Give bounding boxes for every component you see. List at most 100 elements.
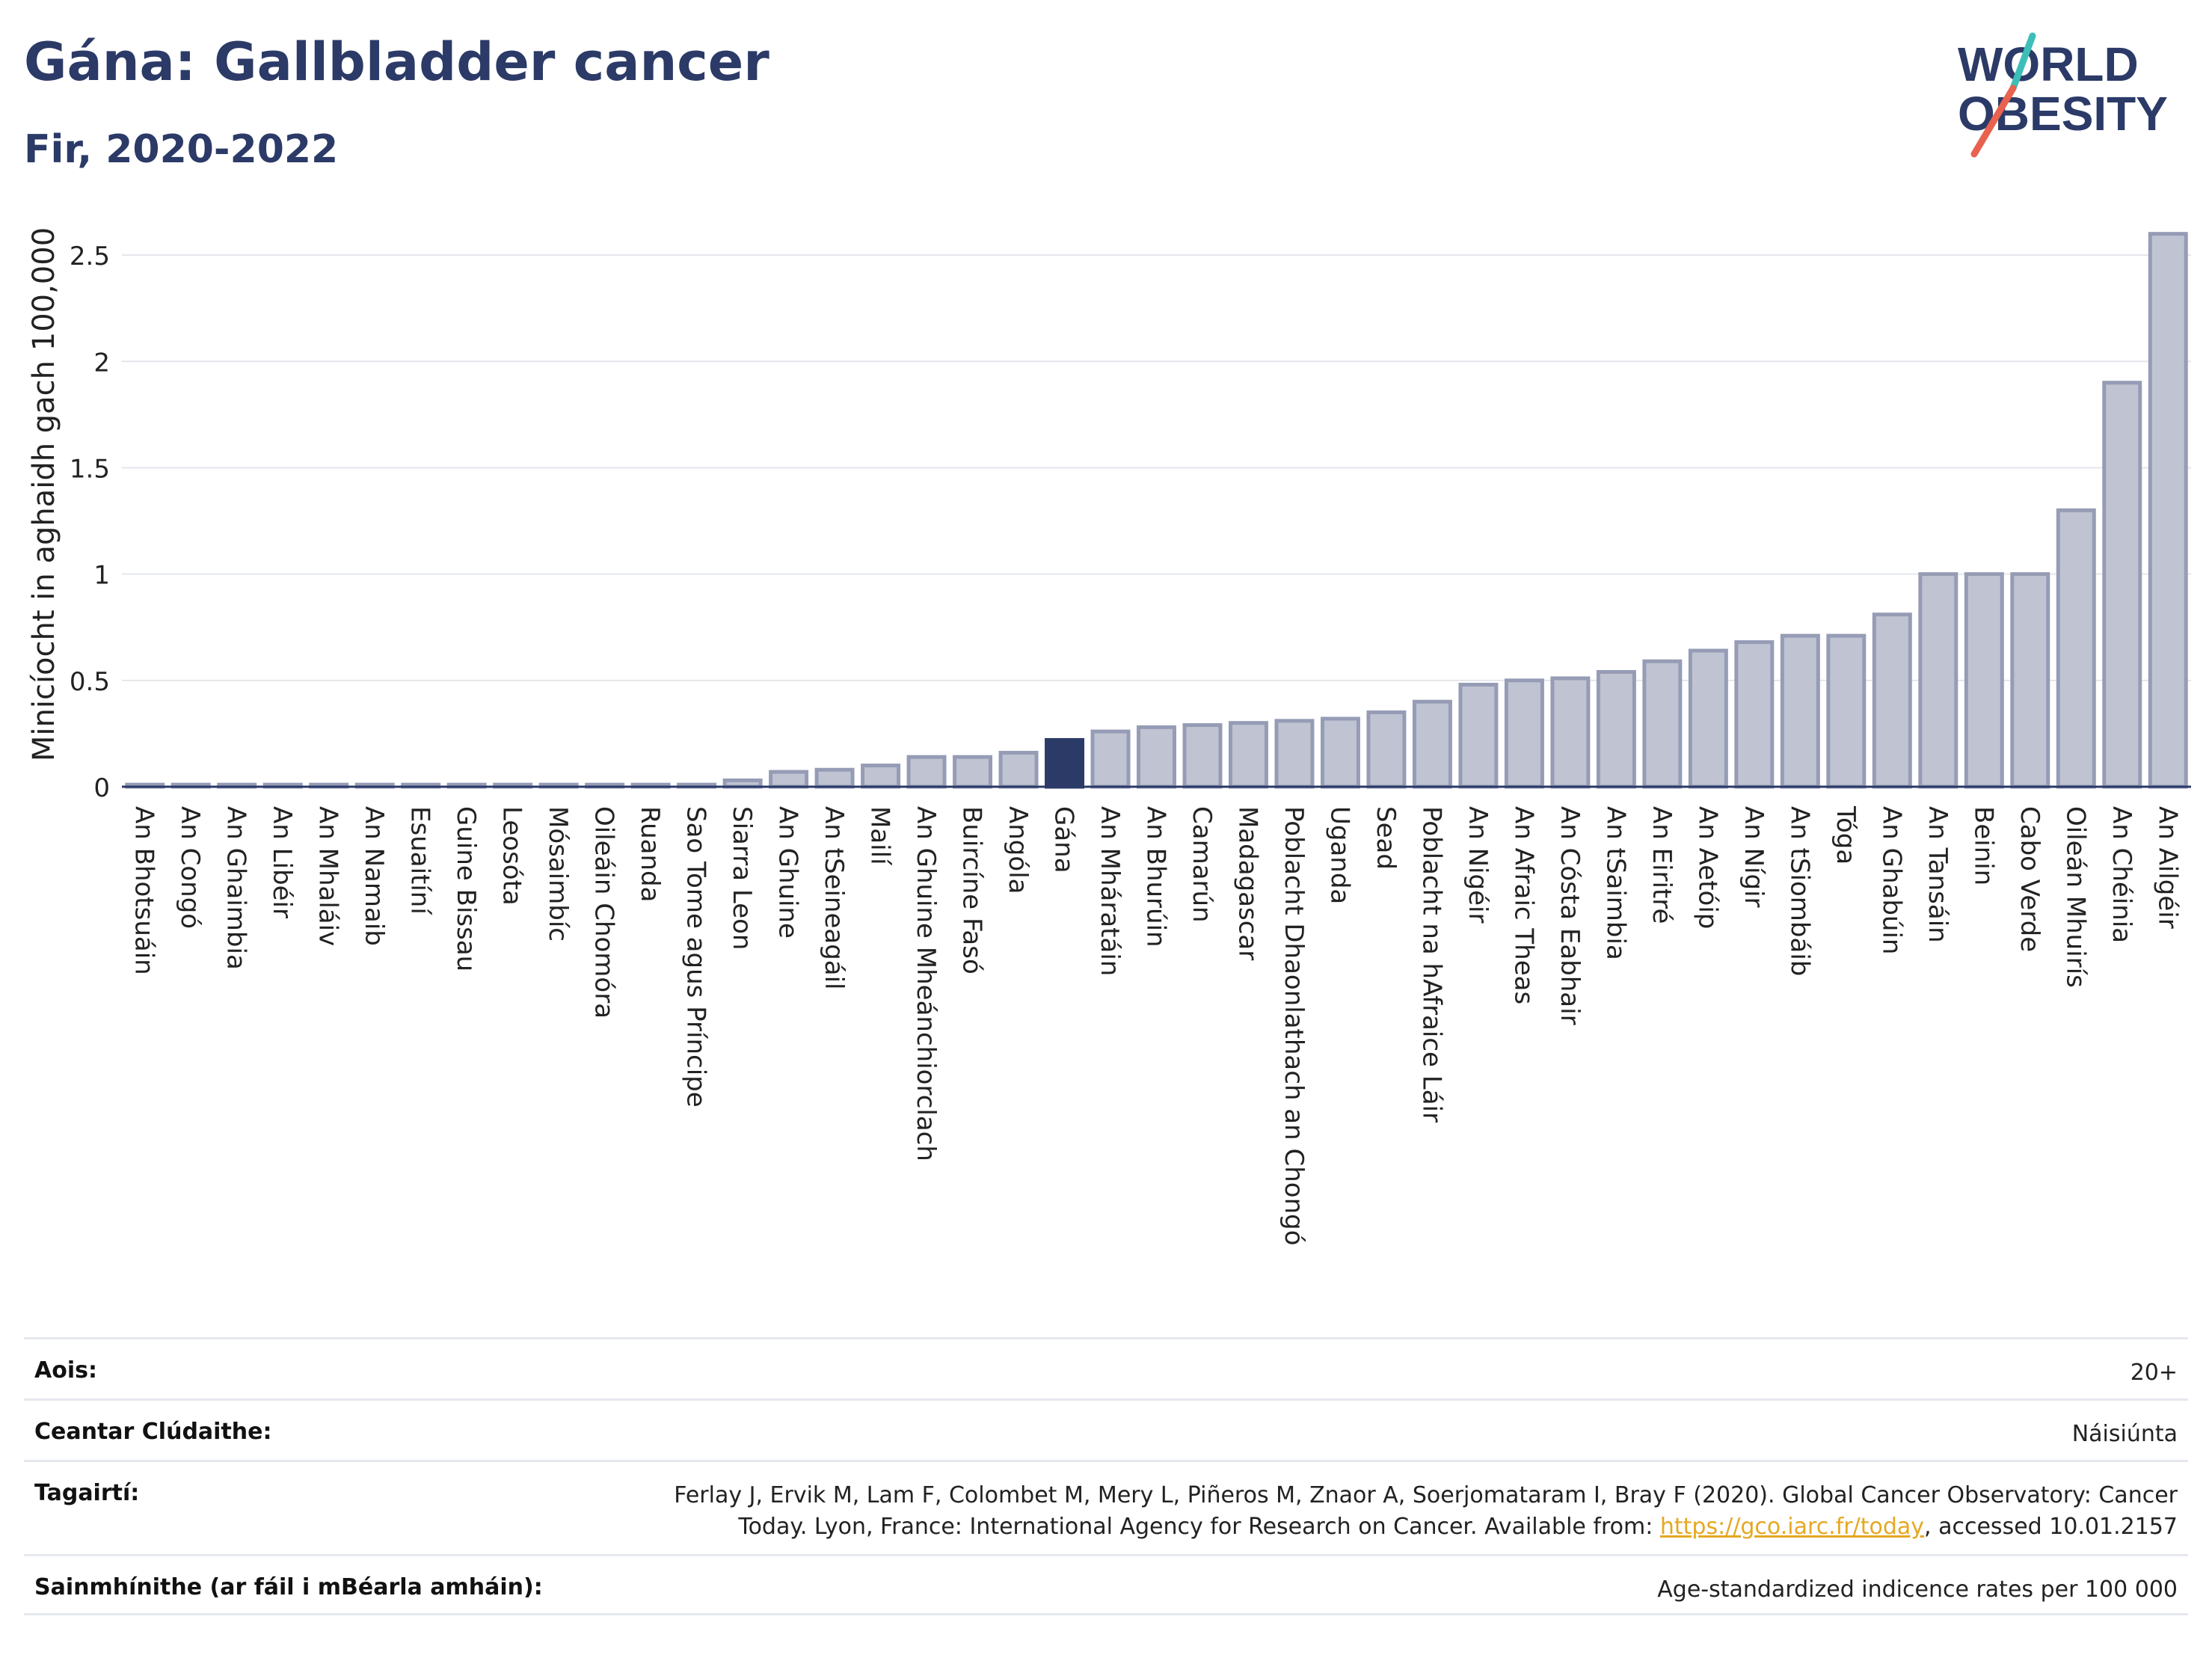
x-tick-label: An tSiombáib	[1784, 806, 1814, 976]
x-tick-label: An Mhaláiv	[313, 806, 343, 946]
bar[interactable]	[1688, 648, 1728, 789]
x-tick-label: Gána	[1049, 806, 1079, 873]
x-tick-label: Mósaimbíc	[543, 806, 573, 942]
age-value: 20+	[2130, 1360, 2178, 1386]
x-tick-label: Oileán Mhuirís	[2060, 806, 2090, 988]
x-tick-label: Poblacht Dhaonlathach an Chongó	[1279, 806, 1309, 1246]
x-tick-label: Madagascar	[1232, 806, 1262, 960]
x-tick-label: Sao Tome agus Príncipe	[681, 806, 711, 1108]
logo-line2: OBESITY	[1958, 87, 2168, 141]
bar[interactable]	[1734, 640, 1775, 789]
x-tick-label: An Tansáin	[1923, 806, 1953, 943]
bar[interactable]	[2102, 381, 2142, 789]
x-tick-label: An Ailgéir	[2152, 806, 2182, 929]
x-tick-label: An Mháratáin	[1095, 806, 1125, 976]
y-tick-label: 1.5	[70, 454, 110, 484]
bar[interactable]	[1274, 719, 1315, 789]
x-tick-label: Buircíne Fasó	[957, 806, 987, 974]
x-tick-label: Cabo Verde	[2015, 806, 2044, 952]
references-value: Ferlay J, Ervik M, Lam F, Colombet M, Me…	[674, 1480, 2178, 1543]
reference-accessed: , accessed 10.01.2157	[1924, 1514, 2178, 1540]
bar[interactable]	[1780, 633, 1820, 789]
x-tick-label: An Ghuine Mheánchiorclach	[911, 806, 941, 1161]
x-tick-label: An tSaimbia	[1600, 806, 1630, 960]
bar[interactable]	[1137, 725, 1176, 789]
x-tick-label: An Eiritré	[1647, 806, 1677, 924]
x-tick-label: An Ghuine	[773, 806, 803, 939]
bar[interactable]	[1964, 572, 2004, 789]
bar[interactable]	[814, 767, 855, 789]
definitions-value: Age-standardized indicence rates per 100…	[1657, 1576, 2178, 1603]
x-tick-label: Sead	[1371, 806, 1401, 870]
x-tick-label: An Cósta Eabhair	[1555, 806, 1585, 1025]
bar[interactable]	[2148, 232, 2188, 789]
bar[interactable]	[953, 755, 993, 789]
x-tick-label: An tSeineagáil	[819, 806, 849, 990]
y-tick-labels: 0 0.5 1 1.5 2 2.5	[70, 242, 110, 803]
bar[interactable]	[1918, 572, 1958, 789]
x-tick-label: An Libéir	[267, 806, 297, 918]
x-tick-label: Mailí	[865, 806, 895, 866]
world-obesity-logo: WORLD OBESITY	[1958, 32, 2168, 158]
bar[interactable]	[906, 755, 947, 789]
bars	[125, 232, 2188, 789]
x-tick-label: Siarra Leon	[727, 806, 757, 950]
y-tick-label: 2	[93, 348, 110, 378]
bar[interactable]	[1872, 612, 1912, 789]
bar[interactable]	[1458, 683, 1499, 789]
definitions-label: Sainmhínithe (ar fáil i mBéarla amháin):	[34, 1574, 543, 1600]
info-table: Aois: 20+ Ceantar Clúdaithe: Náisiúnta T…	[24, 1337, 2188, 1615]
x-tick-label: An Afraic Theas	[1508, 806, 1538, 1004]
bar[interactable]	[1320, 716, 1360, 789]
y-tick-label: 2.5	[70, 242, 110, 271]
bar[interactable]	[1826, 633, 1867, 789]
area-value: Náisiúnta	[2071, 1421, 2178, 1447]
bar[interactable]	[2056, 508, 2096, 789]
x-tick-label: Uganda	[1324, 806, 1354, 904]
y-tick-label: 0	[93, 773, 110, 803]
age-label: Aois:	[34, 1357, 97, 1384]
references-label: Tagairtí:	[34, 1480, 140, 1506]
bar[interactable]	[1642, 659, 1683, 789]
y-tick-label: 1	[93, 561, 110, 591]
x-tick-label: Poblacht na hAfraice Láir	[1416, 806, 1446, 1123]
logo-line1: WORLD	[1958, 37, 2139, 91]
y-tick-label: 0.5	[70, 667, 110, 697]
logo-slash-coral	[1970, 85, 2017, 158]
reference-line-1: Ferlay J, Ervik M, Lam F, Colombet M, Me…	[674, 1482, 2178, 1508]
x-tick-label: Ruanda	[635, 806, 665, 902]
x-tick-label: An Namaib	[359, 806, 389, 946]
info-row-age: Aois: 20+	[24, 1337, 2188, 1398]
chart-subtitle: Fir, 2020-2022	[24, 127, 339, 172]
bar[interactable]	[1090, 729, 1131, 789]
y-axis-label: Minicíocht in aghaidh gach 100,000	[27, 227, 61, 761]
bar[interactable]	[861, 764, 901, 789]
x-tick-label: An Congó	[175, 806, 205, 929]
bar[interactable]	[998, 751, 1039, 789]
bar[interactable]	[1596, 669, 1636, 789]
x-tick-label: Leosóta	[497, 806, 527, 906]
x-tick-label: An Aetóip	[1692, 806, 1722, 929]
bar[interactable]	[1045, 737, 1085, 789]
bar[interactable]	[1412, 699, 1452, 789]
x-tick-label: An Bhurúin	[1141, 806, 1171, 948]
bar[interactable]	[1366, 710, 1407, 789]
bar[interactable]	[2010, 572, 2050, 789]
bar[interactable]	[1550, 676, 1591, 789]
x-tick-labels: An Bhotsuáin An Congó An Ghaimbia An Libéir…	[129, 805, 2183, 1246]
bar[interactable]	[769, 770, 809, 789]
logo-slash-teal	[2009, 32, 2036, 92]
x-tick-label: An Ghaimbia	[221, 806, 251, 970]
x-tick-label: Tóga	[1831, 805, 1861, 865]
x-tick-label: Guine Bissau	[451, 806, 481, 971]
x-tick-label: An Chéinia	[2107, 806, 2136, 943]
x-tick-label: Camarún	[1187, 806, 1217, 923]
bar[interactable]	[1228, 721, 1268, 789]
x-tick-label: An Bhotsuáin	[129, 806, 159, 975]
info-row-area: Ceantar Clúdaithe: Náisiúnta	[24, 1398, 2188, 1460]
bar[interactable]	[1504, 678, 1544, 789]
bar[interactable]	[1182, 723, 1223, 789]
bar-chart: An Bhotsuáin An Congó An Ghaimbia An Libéir…	[27, 227, 2191, 1246]
reference-line-2: Today. Lyon, France: International Agenc…	[738, 1514, 1660, 1540]
reference-link[interactable]: https://gco.iarc.fr/today	[1659, 1514, 1925, 1540]
